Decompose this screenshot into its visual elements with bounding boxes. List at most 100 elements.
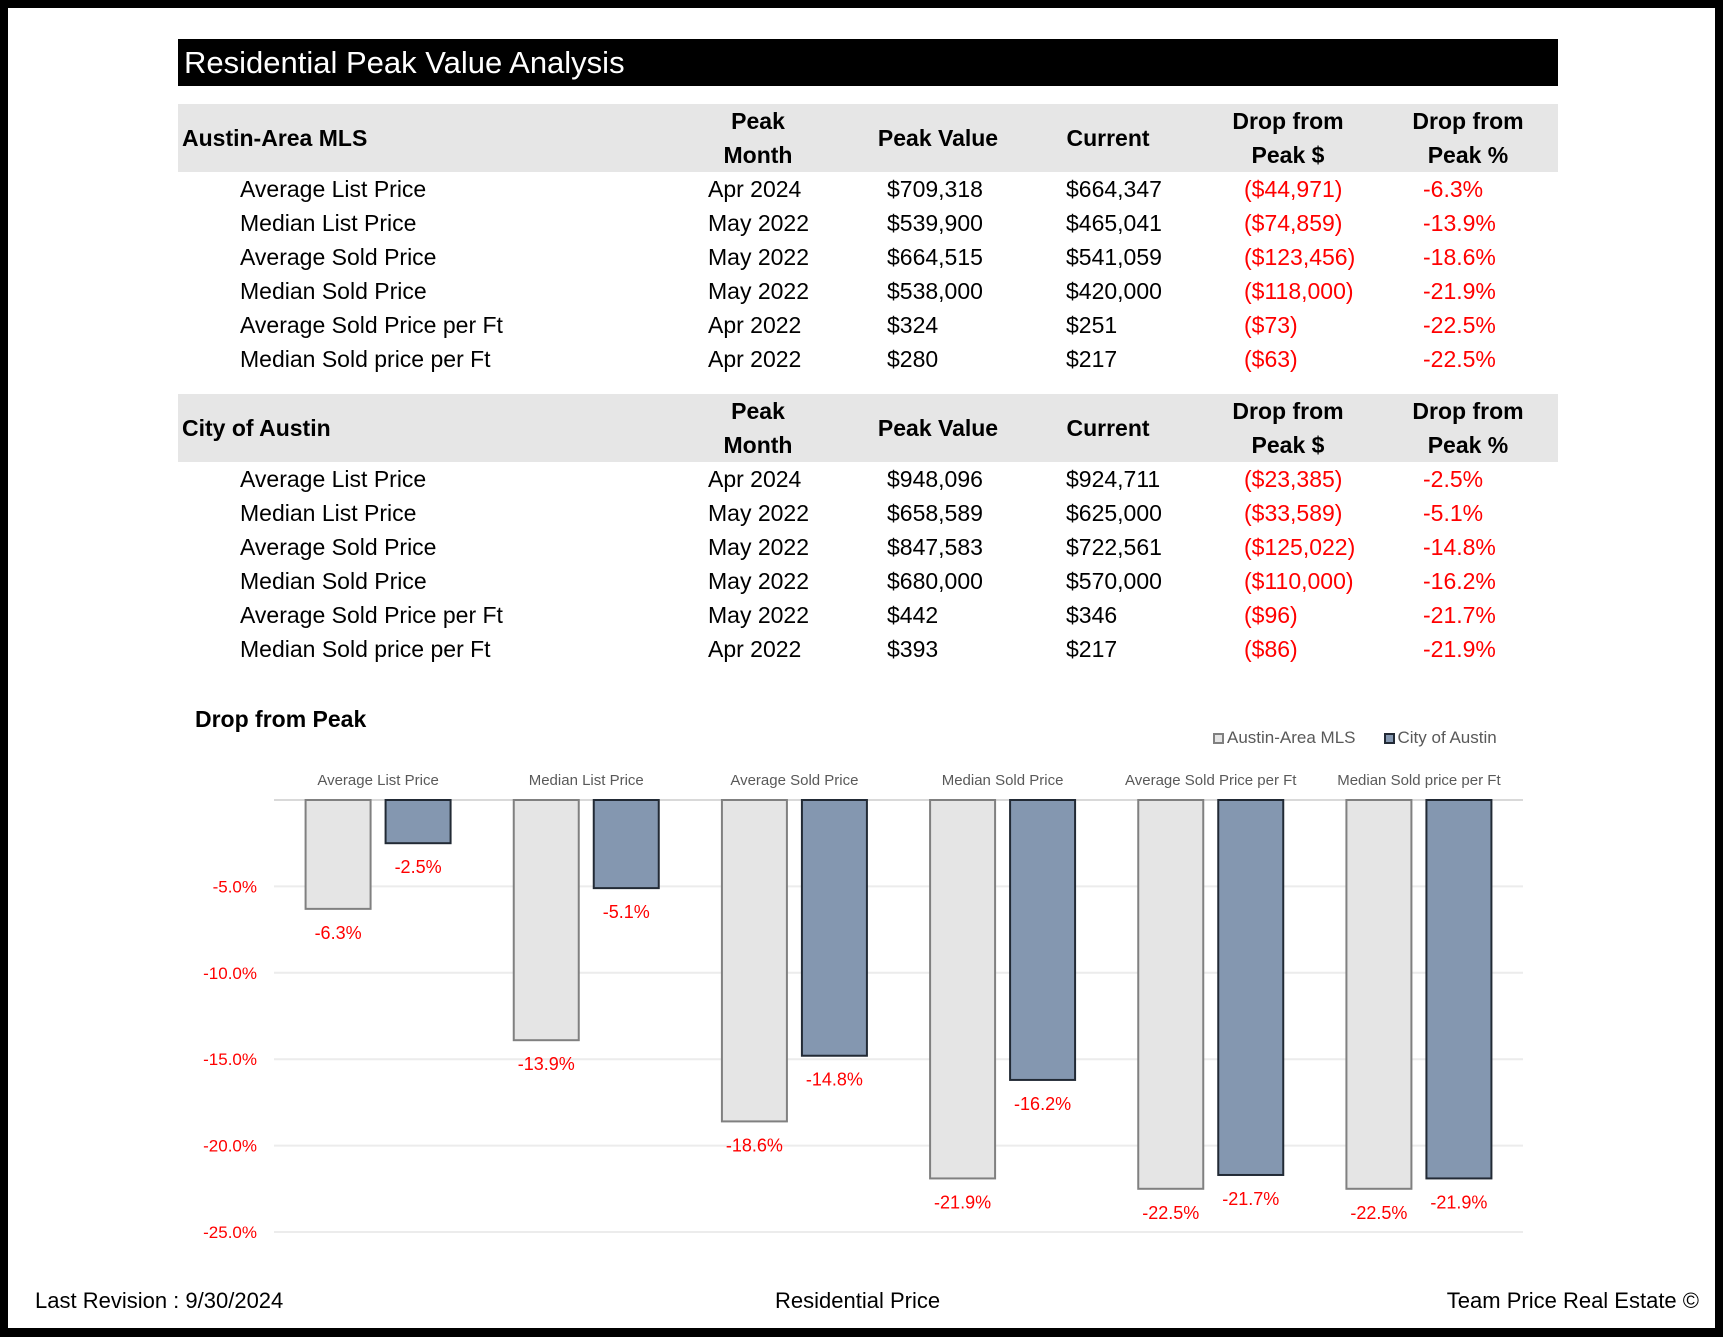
- drop-dollar: ($125,022): [1244, 534, 1356, 560]
- current-value: $722,561: [1066, 534, 1162, 560]
- header-peak-value: Peak Value: [877, 415, 999, 441]
- current-value: $217: [1066, 636, 1118, 662]
- bar-city-of-austin: [1425, 799, 1493, 1180]
- y-tick-label: -20.0%: [203, 1137, 257, 1156]
- header-drop-dollar: Drop from Peak $: [1232, 398, 1344, 458]
- peak-month: Apr 2024: [708, 176, 802, 202]
- header-drop-pct: Drop from Peak %: [1412, 108, 1524, 168]
- current-value: $541,059: [1066, 244, 1162, 270]
- data-label: -22.5%: [1350, 1203, 1407, 1223]
- drop-dollar: ($123,456): [1244, 244, 1356, 270]
- peak-month: Apr 2024: [708, 466, 802, 492]
- legend-swatch-city: [1383, 732, 1395, 744]
- report-title: Residential Peak Value Analysis: [178, 39, 1558, 86]
- drop-percent: -21.7%: [1423, 602, 1496, 628]
- peak-value: $664,515: [887, 244, 983, 270]
- header-peak-month: Peak Month: [723, 108, 793, 168]
- drop-dollar: ($23,385): [1244, 466, 1343, 492]
- table-row: Average List Price Apr 2024 $948,096 $924,7…: [178, 462, 1558, 496]
- peak-value: $539,900: [887, 210, 983, 236]
- section-name: City of Austin: [182, 415, 331, 441]
- bar-austin-area-mls: [512, 799, 580, 1042]
- data-label: -13.9%: [518, 1054, 575, 1074]
- table-row: Median Sold Price May 2022 $680,000 $570,00…: [178, 564, 1558, 598]
- bar-austin-area-mls: [720, 799, 788, 1123]
- data-label: -21.9%: [1430, 1192, 1487, 1212]
- chart-title: Drop from Peak: [195, 706, 367, 732]
- data-label: -5.1%: [603, 902, 650, 922]
- peak-month: May 2022: [708, 602, 810, 628]
- drop-dollar: ($86): [1244, 636, 1298, 662]
- data-label: -2.5%: [395, 857, 442, 877]
- bar-city-of-austin: [592, 799, 660, 890]
- peak-value: $847,583: [887, 534, 983, 560]
- category-label: Average Sold Price: [730, 772, 858, 789]
- bar-austin-area-mls: [1345, 799, 1413, 1190]
- drop-percent: -22.5%: [1423, 346, 1496, 372]
- current-value: $625,000: [1066, 500, 1162, 526]
- data-label: -22.5%: [1142, 1203, 1199, 1223]
- peak-value: $680,000: [887, 568, 983, 594]
- legend-swatch-mls: [1213, 732, 1224, 744]
- table-row: Average Sold Price per Ft May 2022 $442 $34…: [178, 598, 1558, 632]
- peak-value: $324: [887, 312, 939, 338]
- table-row: Average Sold Price May 2022 $664,515 $541,0…: [178, 240, 1558, 274]
- metric-name: Median Sold price per Ft: [240, 636, 491, 662]
- peak-month: May 2022: [708, 210, 810, 236]
- chart-legend: Austin-Area MLS City of Austin: [1213, 728, 1497, 748]
- drop-dollar: ($63): [1244, 346, 1298, 372]
- data-label: -21.9%: [934, 1192, 991, 1212]
- drop-dollar: ($118,000): [1244, 278, 1354, 304]
- drop-percent: -22.5%: [1423, 312, 1496, 338]
- peak-value: $948,096: [887, 466, 983, 492]
- peak-month: Apr 2022: [708, 636, 802, 662]
- drop-dollar: ($96): [1244, 602, 1298, 628]
- report-page: Residential Peak Value Analysis Austin-A…: [8, 8, 1715, 1328]
- drop-percent: -13.9%: [1423, 210, 1496, 236]
- table-city-of-austin: City of Austin Peak Month Peak Value Curr…: [178, 394, 1558, 666]
- peak-value: $442: [887, 602, 939, 628]
- metric-name: Median Sold Price: [240, 278, 427, 304]
- metric-name: Average Sold Price: [240, 534, 437, 560]
- bar-austin-area-mls: [304, 799, 372, 910]
- drop-dollar: ($73): [1244, 312, 1298, 338]
- peak-value: $393: [887, 636, 939, 662]
- table-row: Median List Price May 2022 $539,900 $465,04…: [178, 206, 1558, 240]
- data-label: -18.6%: [726, 1135, 783, 1155]
- drop-dollar: ($74,859): [1244, 210, 1343, 236]
- current-value: $217: [1066, 346, 1118, 372]
- drop-percent: -18.6%: [1423, 244, 1496, 270]
- current-value: $664,347: [1066, 176, 1162, 202]
- peak-month: May 2022: [708, 244, 810, 270]
- metric-name: Average List Price: [240, 176, 427, 202]
- y-tick-label: -15.0%: [203, 1050, 257, 1069]
- peak-month: Apr 2022: [708, 346, 802, 372]
- table-row: Median Sold price per Ft Apr 2022 $280 $217…: [178, 342, 1558, 376]
- table-row: Average List Price Apr 2024 $709,318 $664,3…: [178, 172, 1558, 206]
- drop-percent: -14.8%: [1423, 534, 1496, 560]
- footer-center-title: Residential Price: [775, 1288, 941, 1313]
- metric-name: Average Sold Price: [240, 244, 437, 270]
- category-label: Median Sold price per Ft: [1337, 772, 1501, 789]
- category-label: Average List Price: [317, 772, 438, 789]
- bar-austin-area-mls: [929, 799, 997, 1180]
- category-label: Median Sold Price: [942, 772, 1064, 789]
- table-row: Median Sold price per Ft Apr 2022 $393 $217…: [178, 632, 1558, 666]
- category-label: Average Sold Price per Ft: [1125, 772, 1297, 789]
- current-value: $570,000: [1066, 568, 1162, 594]
- drop-percent: -5.1%: [1423, 500, 1484, 526]
- table-row: Median Sold Price May 2022 $538,000 $420,00…: [178, 274, 1558, 308]
- section-name: Austin-Area MLS: [182, 125, 368, 151]
- header-current: Current: [1066, 415, 1150, 441]
- drop-dollar: ($110,000): [1244, 568, 1354, 594]
- table-row: Average Sold Price May 2022 $847,583 $722,5…: [178, 530, 1558, 564]
- peak-value: $658,589: [887, 500, 983, 526]
- current-value: $465,041: [1066, 210, 1162, 236]
- metric-name: Median List Price: [240, 500, 417, 526]
- peak-value: $709,318: [887, 176, 983, 202]
- current-value: $346: [1066, 602, 1118, 628]
- table-austin-area-mls: Austin-Area MLS Peak Month Peak Value Cur…: [178, 104, 1558, 376]
- header-current: Current: [1066, 125, 1150, 151]
- legend-label: City of Austin: [1397, 728, 1497, 747]
- peak-month: May 2022: [708, 534, 810, 560]
